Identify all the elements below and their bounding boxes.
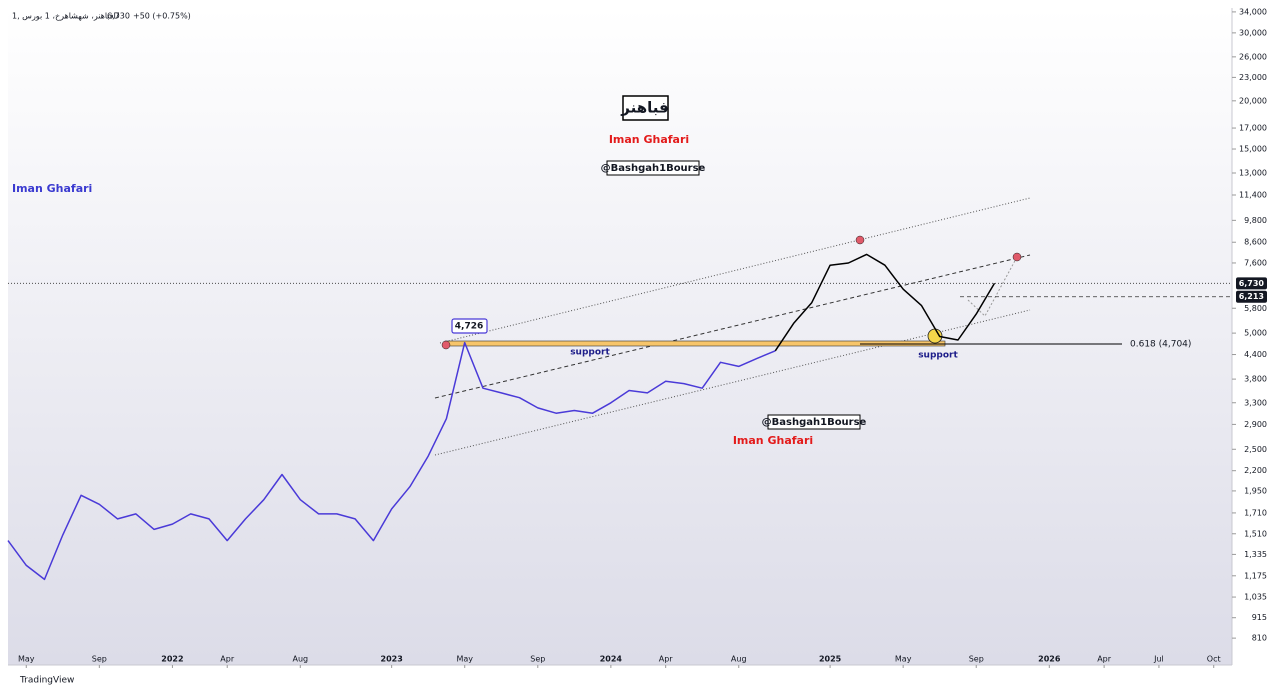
price-label-box [1236,290,1267,303]
annotation: @Bashgah1Bourse [762,417,867,428]
y-tick-label: 3,300 [1244,398,1267,407]
last-price: 6,730 [107,12,130,21]
channel-upper [439,197,1031,344]
x-tick-label: May [456,655,473,664]
y-tick-label: 15,000 [1239,145,1267,154]
logo-box [622,95,669,121]
y-tick-label: 30,000 [1239,28,1267,37]
x-tick-label: 2026 [1038,655,1061,664]
x-tick-label: Apr [659,655,674,664]
y-tick-label: 1,035 [1244,593,1267,602]
projection [967,256,1018,317]
drawings [434,95,1122,456]
price-line-series [774,253,996,352]
y-tick-label: 8,600 [1244,238,1267,247]
price-line-series [7,341,776,581]
annotation: @Bashgah1Bourse [601,163,706,174]
y-tick-label: 26,000 [1239,52,1267,61]
x-tick-label: Apr [220,655,235,664]
y-tick-label: 7,600 [1244,258,1267,267]
y-tick-label: 2,200 [1244,466,1267,475]
y-tick-label: 4,400 [1244,350,1267,359]
x-tick-label: 2022 [161,655,183,664]
y-tick-label: 23,000 [1239,73,1267,82]
y-tick-label: 1,510 [1244,529,1267,538]
price-label: 6,730 [1239,279,1265,288]
y-tick-label: 1,710 [1244,508,1267,517]
x-tick-label: Apr [1097,655,1112,664]
x-tick-label: 2023 [381,655,403,664]
y-tick-label: 5,000 [1244,329,1267,338]
annotation: 0.618 (4,704) [1130,340,1191,350]
x-tick-label: Sep [530,655,545,664]
y-tick-label: 3,800 [1244,375,1267,384]
pivot [855,235,865,245]
chart-title: فباهنر، شهشاهرخ، 1 بورس ,1D [12,12,120,21]
y-tick-label: 2,900 [1244,420,1267,429]
x-tick-label: May [895,655,912,664]
y-tick-label: 1,950 [1244,486,1267,495]
y-tick-label: 810 [1252,634,1267,643]
annotation: support [918,351,958,361]
y-tick-label: 34,000 [1239,7,1267,16]
x-tick-label: 2024 [600,655,623,664]
y-tick-label: 915 [1252,613,1267,622]
y-tick-label: 17,000 [1239,124,1267,133]
annotation: Iman Ghafari [733,434,813,447]
footer: TradingView [19,676,74,686]
price-label-box [1236,277,1267,290]
y-tick-label: 9,800 [1244,216,1267,225]
x-tick-label: Aug [292,655,308,664]
target [1012,252,1022,262]
y-tick-label: 13,000 [1239,169,1267,178]
x-tick-label: Jul [1153,655,1164,664]
annotation: 4,726 [455,322,483,332]
channel-mid [434,254,1031,399]
x-tick-label: Oct [1207,655,1221,664]
y-tick-label: 2,500 [1244,445,1267,454]
annotation: support [570,348,610,358]
x-tick-label: 2025 [819,655,842,664]
pivot [441,340,451,350]
y-tick-label: 20,000 [1239,96,1267,105]
handle-box [606,160,700,176]
y-tick-label: 1,335 [1244,550,1267,559]
annotation: Iman Ghafari [609,133,689,146]
x-tick-label: May [18,655,35,664]
plot-background [8,8,1232,665]
price-callout [451,318,488,334]
x-tick-label: Sep [969,655,984,664]
price-change: +50 (+0.75%) [133,12,191,21]
y-tick-label: 5,800 [1244,304,1267,313]
annotation: فباهنر [620,99,668,117]
x-tick-label: Aug [731,655,747,664]
handle-box [767,414,861,430]
y-tick-label: 11,400 [1239,191,1267,200]
y-tick-label: 1,175 [1244,571,1267,580]
price-label: 6,213 [1239,292,1264,301]
annotation: Iman Ghafari [12,182,92,195]
x-tick-label: Sep [92,655,107,664]
